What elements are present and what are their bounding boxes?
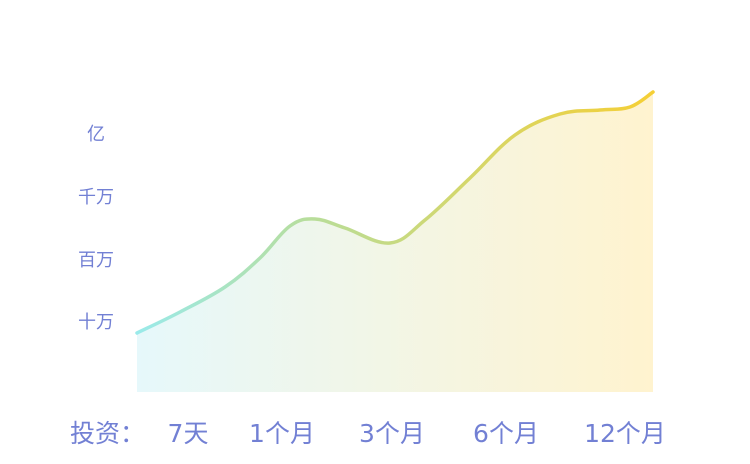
plot-area [135, 90, 655, 392]
y-tick-label: 百万 [78, 250, 114, 271]
x-tick-label: 12个月 [584, 419, 666, 448]
x-tick-label: 7天 [168, 419, 209, 448]
x-axis-title: 投资： [70, 419, 145, 448]
y-tick-label: 十万 [78, 312, 114, 333]
x-axis: 投资： 7天 1个月 3个月 6个月 12个月 [70, 419, 666, 448]
x-tick-label: 6个月 [473, 419, 539, 448]
series-line [135, 90, 655, 335]
x-tick-label: 3个月 [359, 419, 425, 448]
y-tick-label: 亿 [87, 124, 105, 145]
y-tick-label: 千万 [78, 187, 114, 208]
y-axis: 亿 千万 百万 十万 [78, 124, 114, 333]
area-fill [137, 92, 653, 392]
x-tick-label: 1个月 [249, 419, 315, 448]
